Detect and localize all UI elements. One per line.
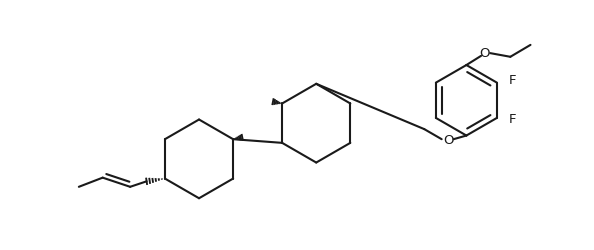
Text: O: O (443, 134, 453, 146)
Text: F: F (509, 113, 516, 126)
Text: O: O (479, 46, 490, 60)
Text: F: F (509, 74, 516, 87)
